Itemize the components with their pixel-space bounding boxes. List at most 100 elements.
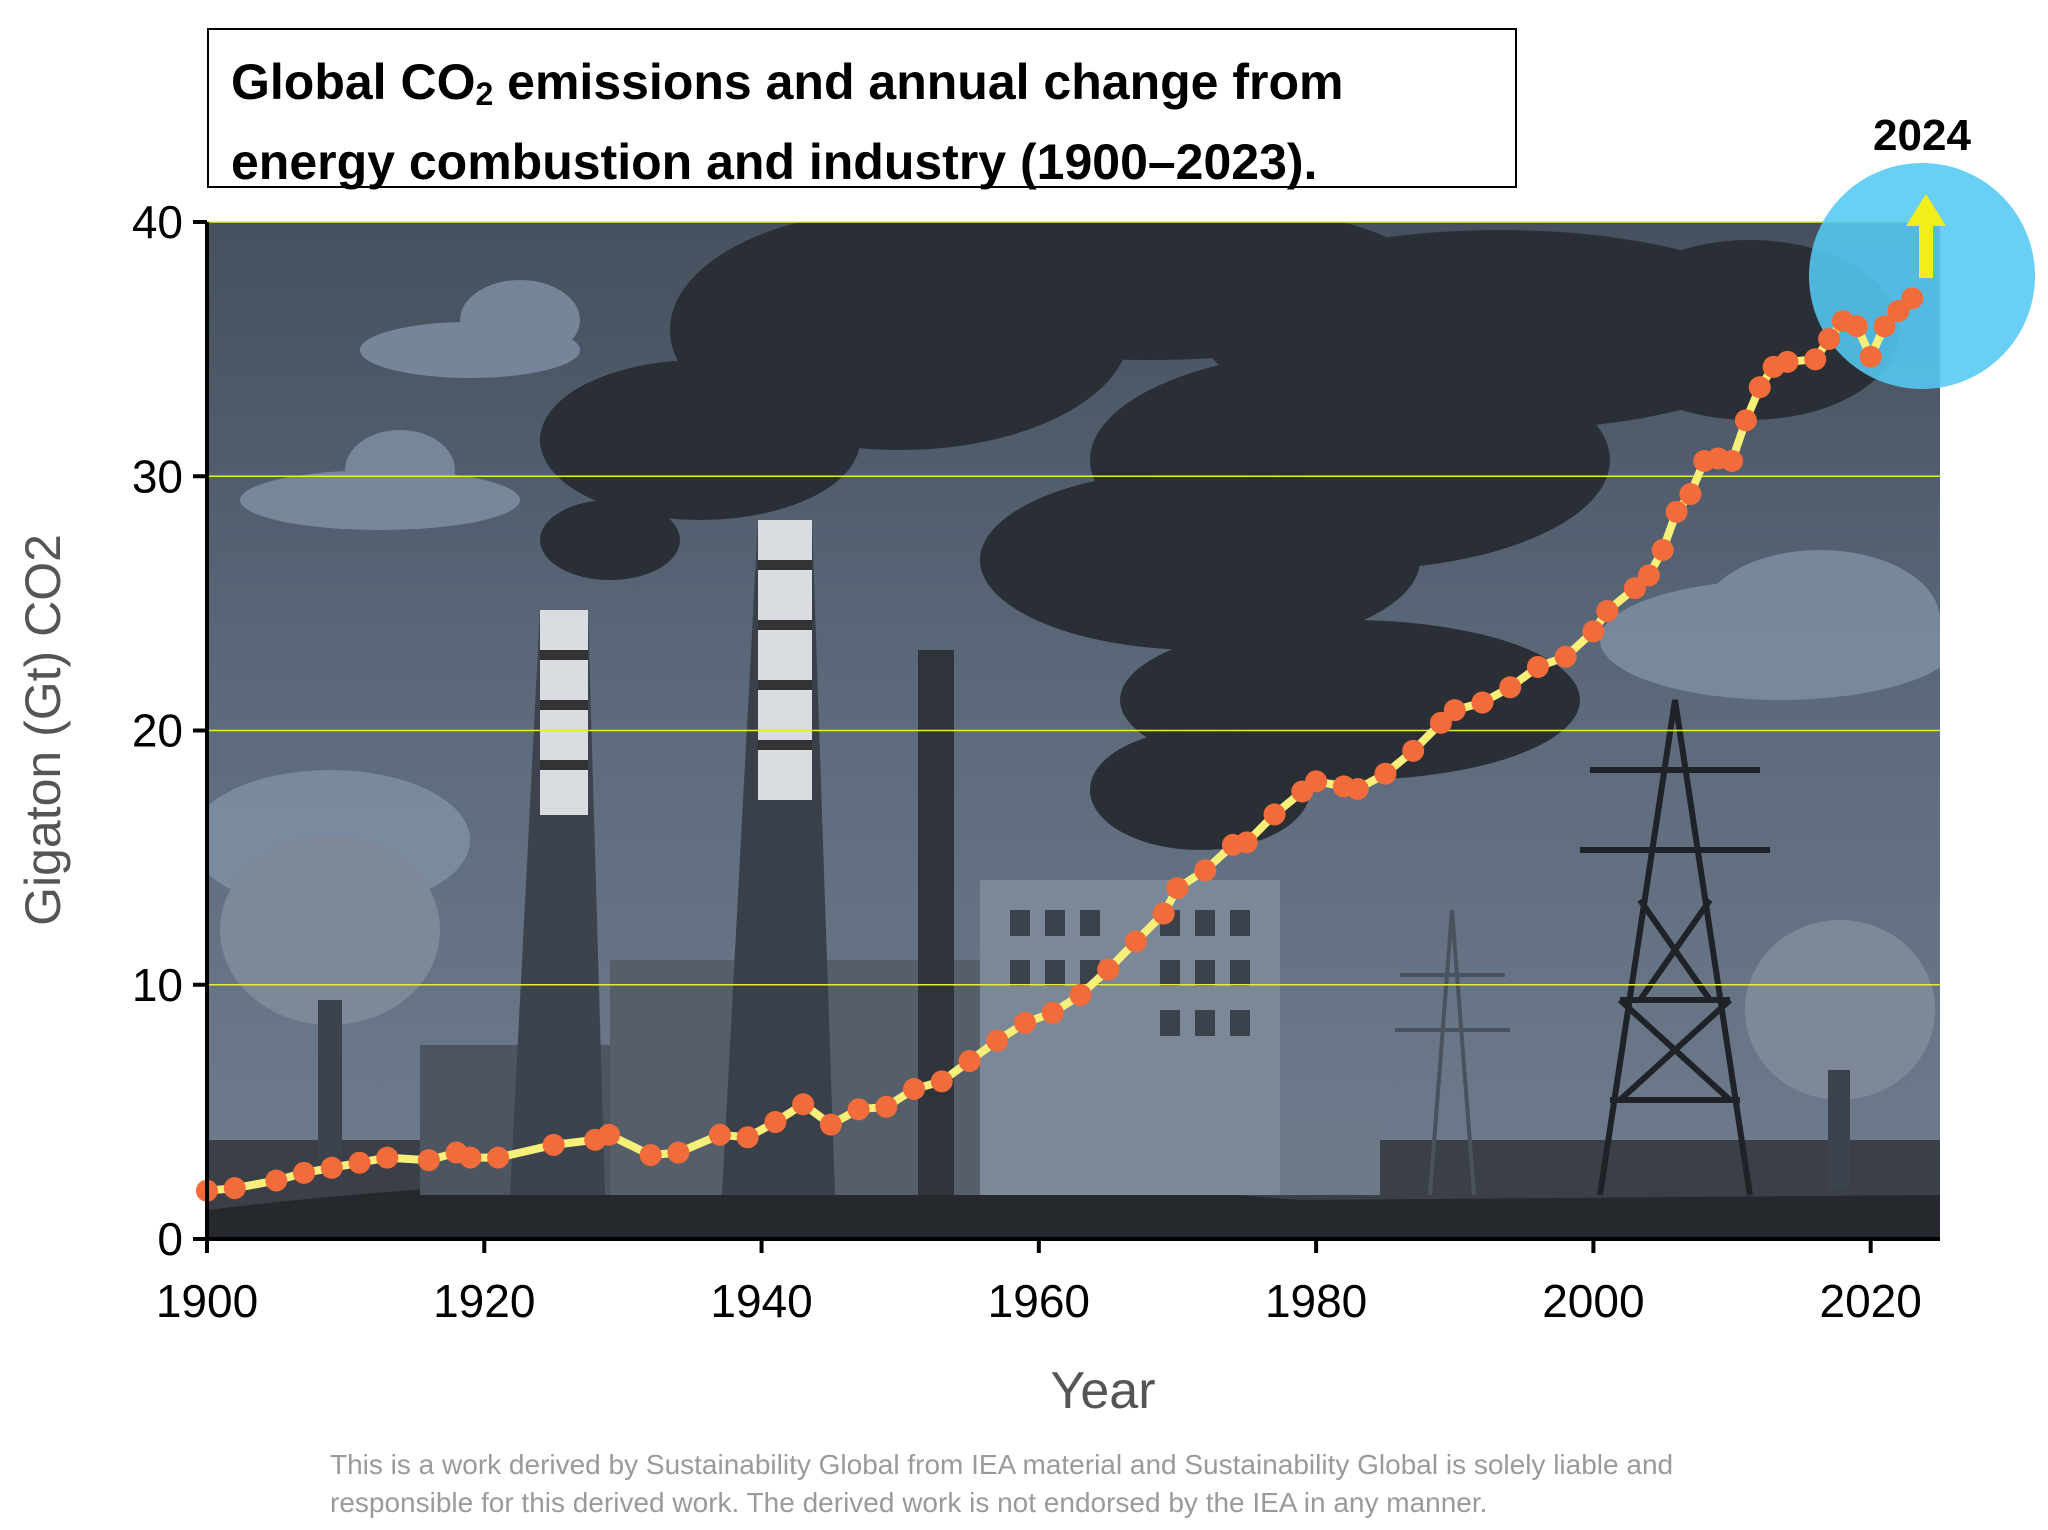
data-point-1911 xyxy=(348,1151,371,1174)
data-point-1925 xyxy=(542,1133,565,1156)
highlight-year-label: 2024 xyxy=(1873,111,1971,160)
data-point-1945 xyxy=(819,1113,842,1136)
data-point-2019 xyxy=(1845,315,1868,338)
data-point-1953 xyxy=(930,1070,953,1093)
data-point-1921 xyxy=(487,1146,510,1169)
data-point-1967 xyxy=(1124,930,1147,953)
data-point-1905 xyxy=(265,1169,288,1192)
data-point-1996 xyxy=(1526,655,1549,678)
data-point-1929 xyxy=(598,1123,621,1146)
power-pylon-icon xyxy=(1395,909,1510,1196)
data-point-1989 xyxy=(1429,711,1452,734)
x-tick-label-2020: 2020 xyxy=(1820,1275,1922,1327)
data-point-2011 xyxy=(1734,409,1757,432)
data-point-1969 xyxy=(1152,902,1175,925)
data-point-2005 xyxy=(1651,538,1674,561)
data-point-2023 xyxy=(1901,287,1924,310)
data-point-2007 xyxy=(1679,483,1702,506)
footnote-line-1: This is a work derived by Sustainability… xyxy=(330,1449,1674,1480)
data-point-1943 xyxy=(792,1093,815,1116)
data-point-1919 xyxy=(459,1146,482,1169)
x-tick-label-1980: 1980 xyxy=(1265,1275,1367,1327)
data-point-1975 xyxy=(1235,831,1258,854)
tree-icon xyxy=(220,835,1935,1190)
data-point-1913 xyxy=(376,1146,399,1169)
x-tick-label-1900: 1900 xyxy=(156,1275,258,1327)
smoke-cloud-icon xyxy=(540,222,1900,850)
data-point-1951 xyxy=(903,1077,926,1100)
data-point-1916 xyxy=(417,1149,440,1172)
x-tick-label-1920: 1920 xyxy=(433,1275,535,1327)
industrial-background-illustration xyxy=(207,222,1940,1239)
title-subscript: 2 xyxy=(475,76,494,112)
data-point-1907 xyxy=(293,1161,316,1184)
data-point-1959 xyxy=(1013,1011,1036,1034)
data-point-1972 xyxy=(1194,859,1217,882)
arrow-head-icon xyxy=(1906,194,1946,226)
data-point-1965 xyxy=(1097,958,1120,981)
attribution-footnote: This is a work derived by Sustainability… xyxy=(330,1446,2030,1522)
y-tick-label-0: 0 xyxy=(157,1213,183,1265)
x-tick-label-2000: 2000 xyxy=(1542,1275,1644,1327)
arrow-up-icon xyxy=(1919,218,1933,278)
data-point-2022 xyxy=(1887,299,1910,322)
y-tick-label-20: 20 xyxy=(132,705,183,757)
highlight-2024: 2024 xyxy=(1809,111,2035,389)
y-tick-label-30: 30 xyxy=(132,450,183,502)
data-point-1961 xyxy=(1041,1001,1064,1024)
data-point-1963 xyxy=(1069,983,1092,1006)
chart-title-line-1: Global CO2 emissions and annual change f… xyxy=(231,48,1515,128)
y-tick-label-40: 40 xyxy=(132,196,183,248)
data-point-1977 xyxy=(1263,803,1286,826)
power-pylon-icon xyxy=(1580,699,1770,1196)
chimney-icon xyxy=(510,520,954,1195)
data-point-1970 xyxy=(1166,877,1189,900)
y-axis-label: Gigaton (Gt) CO2 xyxy=(15,534,71,926)
data-point-2017 xyxy=(1818,327,1841,350)
y-tick-label-10: 10 xyxy=(132,959,183,1011)
x-ticks: 1900 1920 1940 1960 1980 2000 2020 xyxy=(156,1239,1922,1327)
data-point-1987 xyxy=(1402,739,1425,762)
gridlines xyxy=(207,221,1940,986)
data-point-1980 xyxy=(1305,770,1328,793)
data-point-1902 xyxy=(223,1177,246,1200)
data-point-2012 xyxy=(1748,376,1771,399)
data-point-1934 xyxy=(667,1141,690,1164)
data-point-1985 xyxy=(1374,762,1397,785)
chart-title-line-2: energy combustion and industry (1900–202… xyxy=(231,134,1318,190)
data-point-1941 xyxy=(764,1111,787,1134)
data-point-1932 xyxy=(639,1144,662,1167)
data-point-1939 xyxy=(736,1126,759,1149)
data-point-2006 xyxy=(1665,500,1688,523)
data-point-2000 xyxy=(1582,620,1605,643)
x-axis-label: Year xyxy=(1050,1362,1155,1420)
data-point-1937 xyxy=(708,1123,731,1146)
data-point-2021 xyxy=(1873,315,1896,338)
data-point-2010 xyxy=(1721,449,1744,472)
x-tick-label-1960: 1960 xyxy=(988,1275,1090,1327)
data-point-2004 xyxy=(1637,564,1660,587)
data-point-1957 xyxy=(986,1029,1009,1052)
title-text-a: Global CO xyxy=(231,54,476,110)
data-point-1998 xyxy=(1554,645,1577,668)
x-tick-label-1940: 1940 xyxy=(710,1275,812,1327)
data-point-1947 xyxy=(847,1098,870,1121)
data-point-1955 xyxy=(958,1050,981,1073)
data-point-2003 xyxy=(1623,577,1646,600)
series-emissions xyxy=(196,287,1924,1202)
data-point-1949 xyxy=(875,1095,898,1118)
chart-title-box: Global CO2 emissions and annual change f… xyxy=(207,28,1517,190)
data-point-1994 xyxy=(1499,676,1522,699)
data-point-2014 xyxy=(1776,350,1799,373)
data-point-1983 xyxy=(1346,777,1369,800)
data-point-1909 xyxy=(320,1156,343,1179)
data-point-2020 xyxy=(1859,345,1882,368)
data-point-2016 xyxy=(1804,348,1827,371)
title-text-b: emissions and annual change from xyxy=(493,54,1344,110)
data-point-1992 xyxy=(1471,691,1494,714)
data-point-1990 xyxy=(1443,699,1466,722)
data-point-2001 xyxy=(1596,600,1619,623)
footnote-line-2: responsible for this derived work. The d… xyxy=(330,1487,1488,1518)
y-ticks: 0 10 20 30 40 xyxy=(132,196,207,1265)
